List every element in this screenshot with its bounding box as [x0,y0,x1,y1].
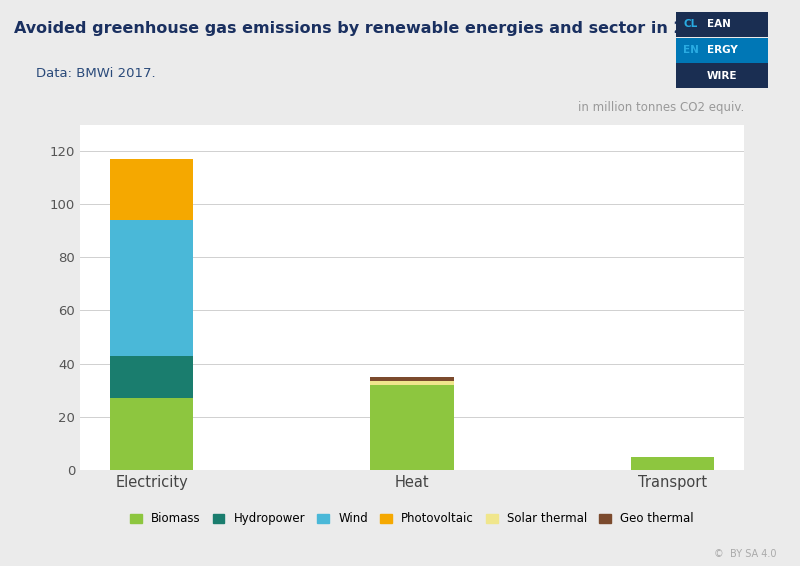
Text: ©  BY SA 4.0: © BY SA 4.0 [714,549,776,559]
Text: WIRE: WIRE [706,71,738,81]
FancyBboxPatch shape [676,12,768,37]
Text: CL: CL [683,19,698,29]
Text: ERGY: ERGY [707,45,738,55]
Bar [370,377,454,381]
Text: EAN: EAN [707,19,731,29]
FancyBboxPatch shape [676,38,768,63]
Bar [110,159,194,220]
Text: Data: BMWi 2017.: Data: BMWi 2017. [36,67,156,80]
Bar [110,398,194,470]
Bar [110,355,194,398]
Bar [370,381,454,385]
Legend: Biomass, Hydropower, Wind, Photovoltaic, Solar thermal, Geo thermal: Biomass, Hydropower, Wind, Photovoltaic,… [126,508,698,530]
Bar [630,457,714,470]
Text: Avoided greenhouse gas emissions by renewable energies and sector in 2016.: Avoided greenhouse gas emissions by rene… [14,21,725,36]
FancyBboxPatch shape [676,63,768,88]
Text: in million tonnes CO2 equiv.: in million tonnes CO2 equiv. [578,101,744,114]
Bar [370,385,454,470]
Text: EN: EN [683,45,699,55]
Bar [110,220,194,355]
